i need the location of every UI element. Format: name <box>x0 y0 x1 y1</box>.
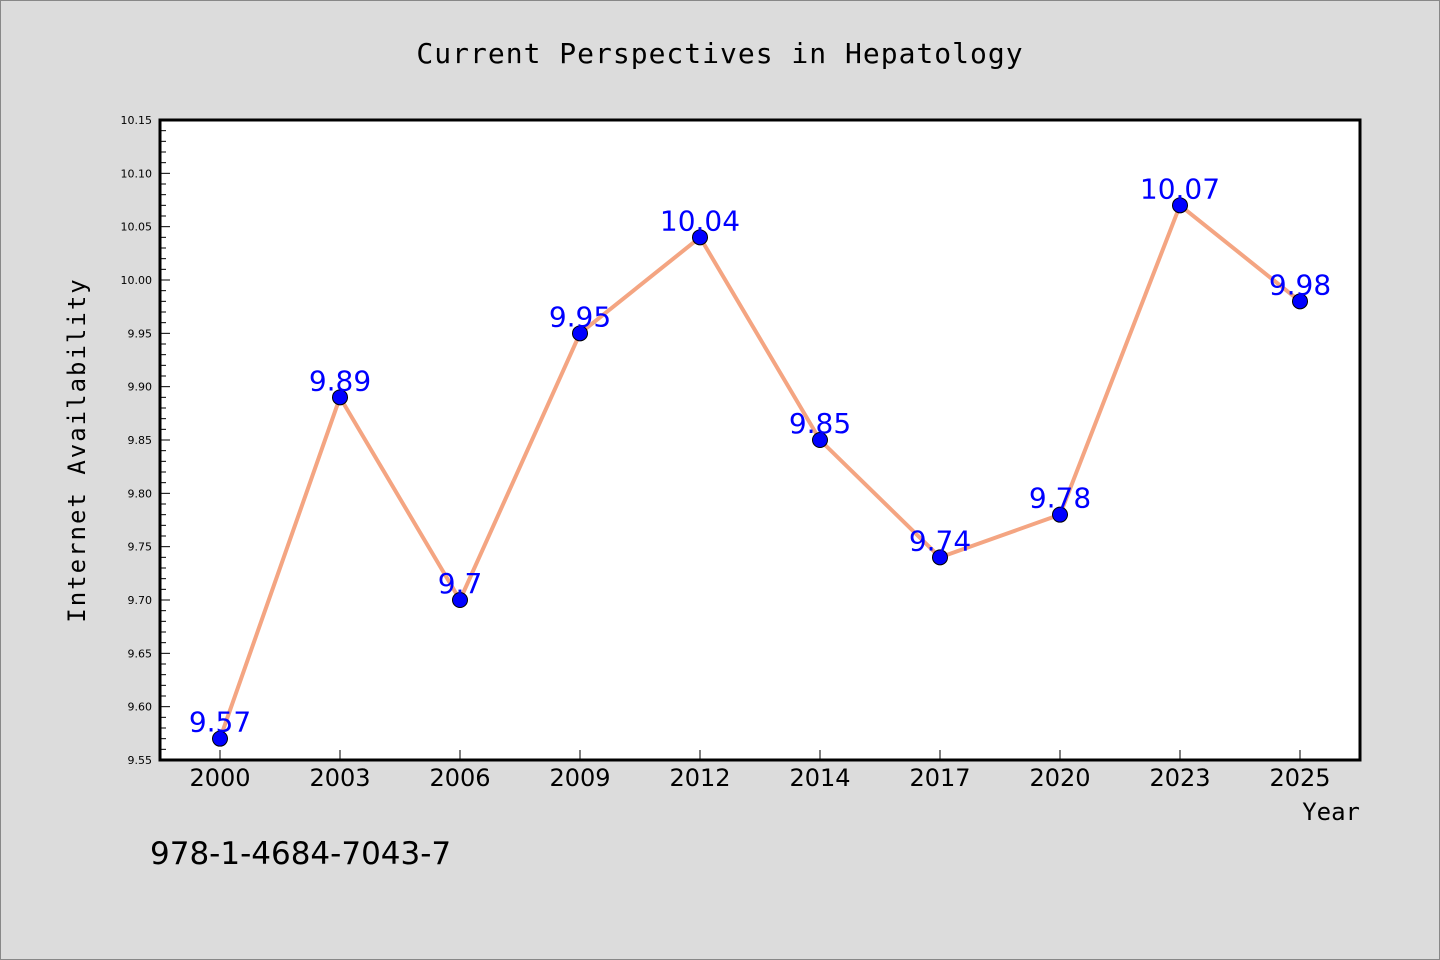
x-tick-label: 2023 <box>1149 764 1210 792</box>
y-tick-label: 9.65 <box>128 647 153 660</box>
chart-title: Current Perspectives in Hepatology <box>416 37 1023 70</box>
x-tick-label: 2006 <box>429 764 490 792</box>
isbn-annotation: 978-1-4684-7043-7 <box>150 836 451 872</box>
x-tick-label: 2020 <box>1029 764 1090 792</box>
data-label: 9.89 <box>309 364 371 397</box>
y-axis-label: Internet Availability <box>63 277 91 622</box>
data-point <box>332 389 348 406</box>
y-tick-label: 10.10 <box>121 167 153 180</box>
x-tick-label: 2009 <box>549 764 610 792</box>
data-point <box>572 325 588 342</box>
data-label: 9.74 <box>909 524 971 557</box>
data-labels: 9.57 9.89 9.7 9.95 10.04 9.85 9.74 9.78 10.07 9.9… <box>189 172 1331 738</box>
data-label: 9.98 <box>1269 268 1331 301</box>
y-tick-label: 9.95 <box>128 327 153 340</box>
y-tick-label: 10.15 <box>121 114 153 127</box>
data-point <box>1052 506 1068 523</box>
data-label: 9.95 <box>549 300 611 333</box>
x-axis-label: Year <box>1302 798 1360 826</box>
data-point <box>452 592 468 608</box>
data-label: 9.78 <box>1029 482 1091 515</box>
data-point <box>1172 197 1188 214</box>
data-label: 10.04 <box>660 204 740 237</box>
data-point <box>812 432 828 448</box>
y-tick-label: 9.75 <box>128 541 153 554</box>
plot-area <box>158 118 1362 762</box>
y-tick-label: 10.00 <box>121 274 153 287</box>
x-axis-ticks: 2000 2003 2006 2009 2012 2014 2017 2020 2023 2025 <box>189 750 1331 792</box>
y-tick-label: 9.55 <box>128 754 153 767</box>
x-tick-label: 2025 <box>1269 764 1330 792</box>
y-tick-label: 9.90 <box>128 381 153 394</box>
x-tick-label: 2017 <box>909 764 970 792</box>
y-tick-label: 9.60 <box>128 701 153 714</box>
data-label: 10.07 <box>1140 172 1220 205</box>
data-label: 9.7 <box>438 567 483 600</box>
data-label: 9.85 <box>789 407 851 440</box>
data-point <box>692 229 708 246</box>
data-label: 9.57 <box>189 706 251 739</box>
y-axis-ticks: 9.55 9.60 9.65 9.70 9.75 9.80 9.85 9.90 9.95 10.0… <box>121 114 170 767</box>
y-tick-label: 10.05 <box>121 221 153 234</box>
x-tick-label: 2014 <box>789 764 850 792</box>
y-tick-label: 9.85 <box>128 434 153 447</box>
x-tick-label: 2003 <box>309 764 370 792</box>
data-point <box>212 730 228 747</box>
data-markers <box>212 197 1308 747</box>
y-tick-label: 9.70 <box>128 594 153 607</box>
data-point <box>1292 293 1308 310</box>
x-tick-label: 2000 <box>189 764 250 792</box>
series-line <box>218 203 1302 740</box>
x-tick-label: 2012 <box>669 764 730 792</box>
y-tick-label: 9.80 <box>128 487 153 500</box>
data-point <box>932 549 948 566</box>
